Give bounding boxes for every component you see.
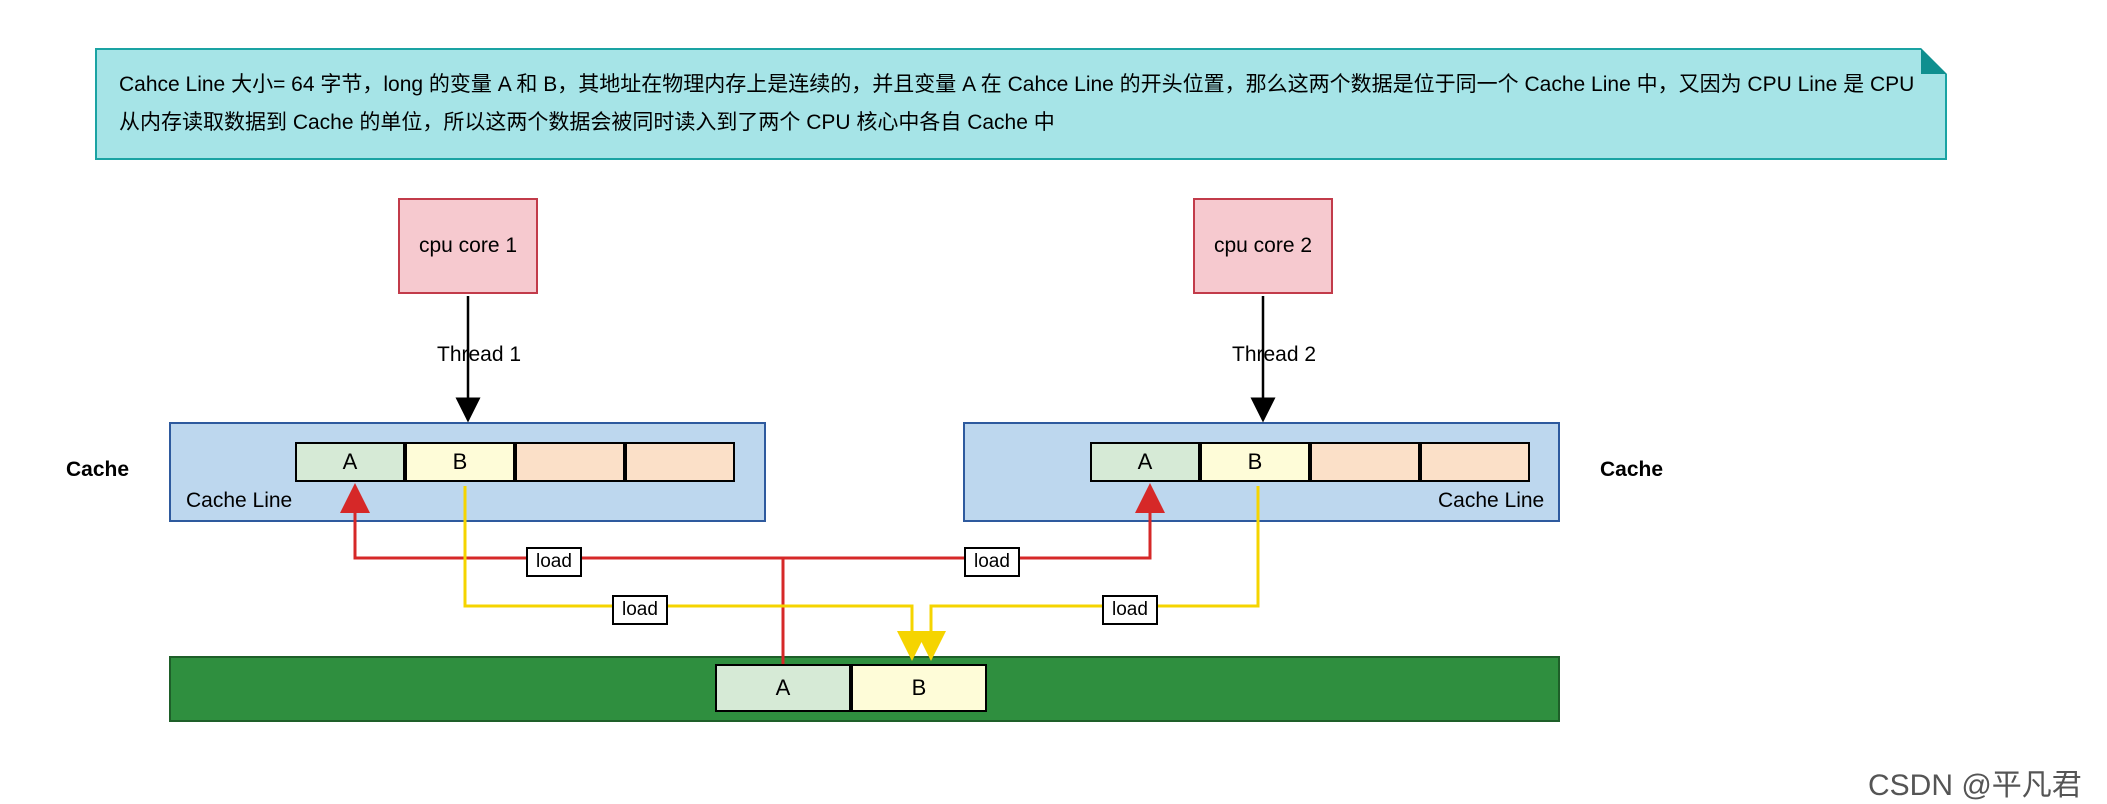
cache-line-cell — [515, 442, 625, 482]
cpu-core-1: cpu core 1 — [398, 198, 538, 294]
load-label: load — [526, 547, 582, 577]
memory-cell-B: B — [851, 664, 987, 712]
cache-label: Cache — [66, 458, 129, 482]
load-label: load — [1102, 595, 1158, 625]
memory-cell-A: A — [715, 664, 851, 712]
watermark: CSDN @平凡君 — [1868, 760, 2082, 804]
cache-line-cell: B — [405, 442, 515, 482]
load-label: load — [964, 547, 1020, 577]
cache-label: Cache — [1600, 458, 1663, 482]
cache-line-cell — [1310, 442, 1420, 482]
cache-label: Cache Line — [1438, 489, 1544, 513]
load-label: load — [612, 595, 668, 625]
cache-line-cell: A — [295, 442, 405, 482]
cache-line-cell: B — [1200, 442, 1310, 482]
thread-label-1: Thread 1 — [437, 343, 521, 367]
explanation-note: Cahce Line 大小= 64 字节，long 的变量 A 和 B，其地址在… — [95, 48, 1947, 160]
thread-label-2: Thread 2 — [1232, 343, 1316, 367]
cache-line-cell — [625, 442, 735, 482]
cpu-core-2: cpu core 2 — [1193, 198, 1333, 294]
cache-label: Cache Line — [186, 489, 292, 513]
cache-line-cell: A — [1090, 442, 1200, 482]
cache-line-cell — [1420, 442, 1530, 482]
